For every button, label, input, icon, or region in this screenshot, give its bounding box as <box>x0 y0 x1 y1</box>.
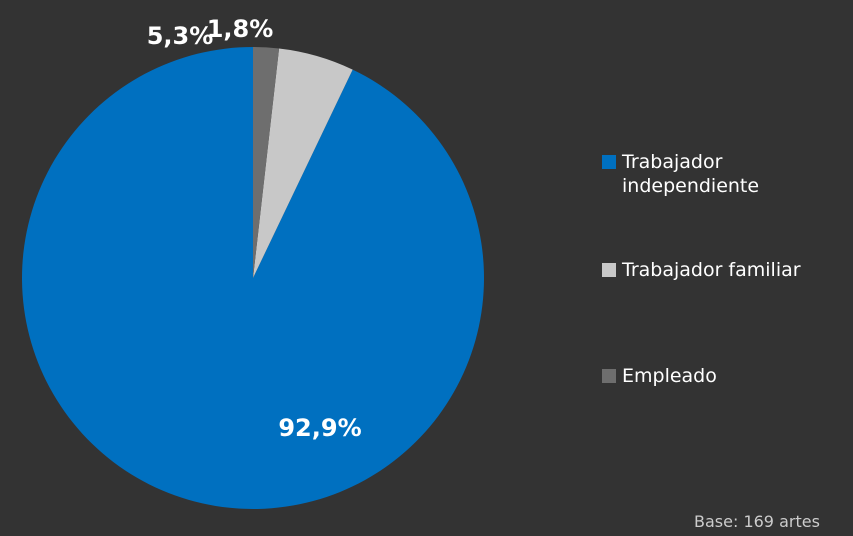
legend-item-empleado: Empleado <box>602 364 853 388</box>
legend-swatch <box>602 263 616 277</box>
legend-label: Trabajador familiar <box>622 259 801 281</box>
slice-value-label: 5,3% <box>147 22 214 50</box>
legend-swatch <box>602 155 616 169</box>
slice-value-label: 92,9% <box>278 414 361 442</box>
pie-slice-empleado <box>253 47 280 278</box>
slice-value-label: 1,8% <box>207 15 274 43</box>
legend-item-trabajador-familiar: Trabajador familiar <box>602 258 853 282</box>
legend-label: Empleado <box>622 365 717 387</box>
legend-swatch <box>602 369 616 383</box>
base-note: Base: 169 artes <box>694 512 820 531</box>
pie-slice-trabajador-familiar <box>253 48 353 279</box>
legend-label: Trabajador independiente <box>622 151 760 197</box>
legend-item-trabajador-independiente: Trabajador independiente <box>602 150 853 198</box>
pie-slice-trabajador-independiente <box>22 47 485 509</box>
